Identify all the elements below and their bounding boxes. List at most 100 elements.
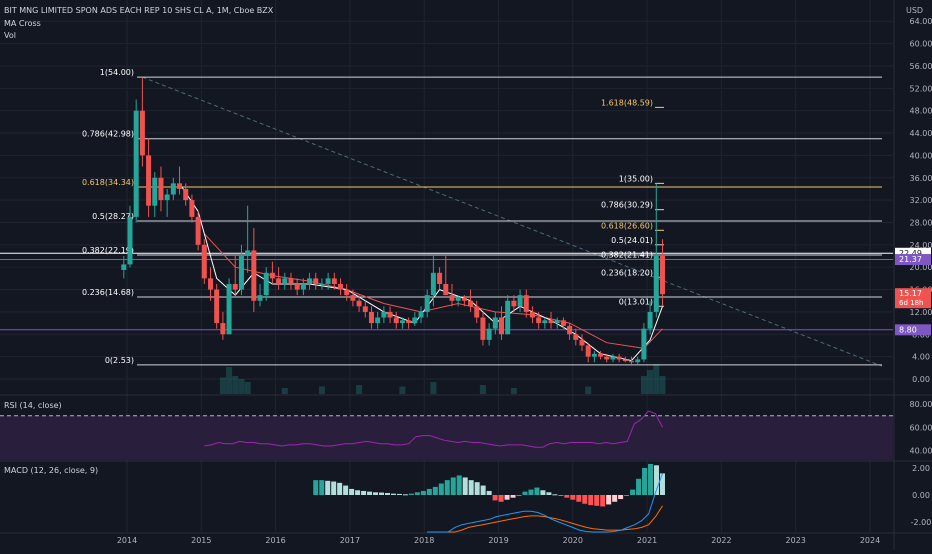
candle-body[interactable] — [579, 339, 585, 346]
candle-body[interactable] — [226, 283, 232, 335]
candle-body[interactable] — [294, 283, 300, 290]
candle-body[interactable] — [406, 320, 412, 324]
price-tick-label: 12.00 — [910, 308, 932, 317]
candle-body[interactable] — [207, 278, 213, 290]
candle-body[interactable] — [659, 256, 665, 295]
candle-body[interactable] — [480, 317, 486, 340]
candle-body[interactable] — [635, 359, 641, 363]
candle-body[interactable] — [486, 328, 492, 340]
candle-body[interactable] — [356, 300, 362, 307]
candle-body[interactable] — [399, 320, 405, 324]
candle-body[interactable] — [542, 320, 548, 324]
candle-body[interactable] — [362, 306, 368, 312]
candle-body[interactable] — [604, 356, 610, 360]
candle-body[interactable] — [647, 311, 653, 329]
candle-body[interactable] — [492, 317, 498, 329]
candle-body[interactable] — [591, 353, 597, 357]
candle-body[interactable] — [220, 323, 226, 335]
candle-body[interactable] — [232, 283, 238, 290]
candle-body[interactable] — [523, 295, 529, 312]
candle-body[interactable] — [152, 177, 158, 206]
candle-body[interactable] — [269, 272, 275, 279]
candle-body[interactable] — [412, 317, 418, 324]
candle-body[interactable] — [554, 320, 560, 324]
candle-body[interactable] — [300, 283, 306, 290]
candle-body[interactable] — [468, 300, 474, 307]
candle-body[interactable] — [449, 295, 455, 301]
candle-body[interactable] — [368, 311, 374, 324]
fib-small-label: 0.618(26.60) — [601, 221, 653, 230]
candle-body[interactable] — [430, 272, 436, 296]
indicator-volume[interactable]: Vol — [4, 31, 16, 40]
candle-body[interactable] — [499, 317, 504, 335]
candle-body[interactable] — [573, 334, 579, 340]
dashed-trendline[interactable] — [142, 76, 883, 367]
rsi-pane-title[interactable]: RSI (14, close) — [4, 401, 62, 410]
candle-body[interactable] — [622, 359, 628, 362]
candle-body[interactable] — [158, 177, 164, 201]
candle-body[interactable] — [529, 311, 535, 318]
candle-body[interactable] — [474, 306, 480, 318]
macd-pane-title[interactable]: MACD (12, 26, close, 9) — [4, 466, 99, 475]
candle-body[interactable] — [238, 256, 244, 290]
macd-histogram-bar — [636, 478, 642, 495]
candle-body[interactable] — [505, 300, 511, 335]
candle-body[interactable] — [455, 297, 461, 301]
candle-body[interactable] — [350, 295, 356, 301]
candle-body[interactable] — [418, 311, 424, 318]
candle-body[interactable] — [127, 216, 133, 265]
candle-body[interactable] — [133, 110, 139, 217]
candle-body[interactable] — [195, 216, 201, 245]
candle-body[interactable] — [610, 356, 616, 360]
candle-body[interactable] — [214, 289, 220, 324]
candle-body[interactable] — [121, 264, 127, 270]
candle-body[interactable] — [393, 317, 399, 324]
candle-body[interactable] — [560, 320, 566, 326]
candle-body[interactable] — [461, 297, 467, 301]
candle-body[interactable] — [251, 250, 257, 301]
candle-body[interactable] — [319, 283, 325, 285]
candle-body[interactable] — [263, 272, 269, 296]
fib-small-label: 0.236(18.20) — [601, 268, 653, 277]
candle-body[interactable] — [325, 278, 331, 284]
candle-body[interactable] — [170, 183, 176, 195]
candle-body[interactable] — [338, 283, 344, 290]
candle-body[interactable] — [276, 278, 282, 284]
candle-body[interactable] — [257, 295, 263, 301]
candle-body[interactable] — [344, 289, 350, 296]
candle-body[interactable] — [331, 278, 337, 284]
indicator-ma-cross[interactable]: MA Cross — [4, 19, 41, 28]
candle-body[interactable] — [585, 345, 591, 357]
candle-body[interactable] — [288, 278, 294, 284]
candle-body[interactable] — [443, 283, 449, 296]
candle-body[interactable] — [641, 328, 647, 360]
candle-body[interactable] — [177, 183, 183, 189]
candle-body[interactable] — [629, 361, 635, 363]
candle-body[interactable] — [424, 295, 430, 312]
candle-body[interactable] — [598, 353, 604, 357]
symbol-title[interactable]: BIT MNG LIMITED SPON ADS EACH REP 10 SHS… — [4, 6, 274, 15]
candle-body[interactable] — [146, 155, 152, 206]
candle-body[interactable] — [375, 317, 381, 324]
candle-body[interactable] — [183, 188, 189, 201]
candle-body[interactable] — [201, 244, 207, 279]
candle-body[interactable] — [536, 317, 542, 324]
candle-body[interactable] — [164, 194, 170, 201]
candle-body[interactable] — [381, 311, 387, 318]
candle-body[interactable] — [245, 250, 251, 257]
candle-body[interactable] — [548, 320, 554, 324]
candle-body[interactable] — [511, 300, 517, 307]
candle-body[interactable] — [307, 278, 313, 284]
candle-body[interactable] — [616, 356, 622, 360]
candle-body[interactable] — [517, 295, 523, 307]
candle-body[interactable] — [313, 278, 319, 284]
candle-body[interactable] — [387, 311, 393, 318]
candle-body[interactable] — [139, 110, 145, 156]
candle-body[interactable] — [567, 325, 573, 335]
candle-body[interactable] — [437, 272, 443, 284]
candle-body[interactable] — [282, 278, 288, 284]
candle-body[interactable] — [653, 256, 659, 312]
candle-body[interactable] — [189, 200, 195, 217]
